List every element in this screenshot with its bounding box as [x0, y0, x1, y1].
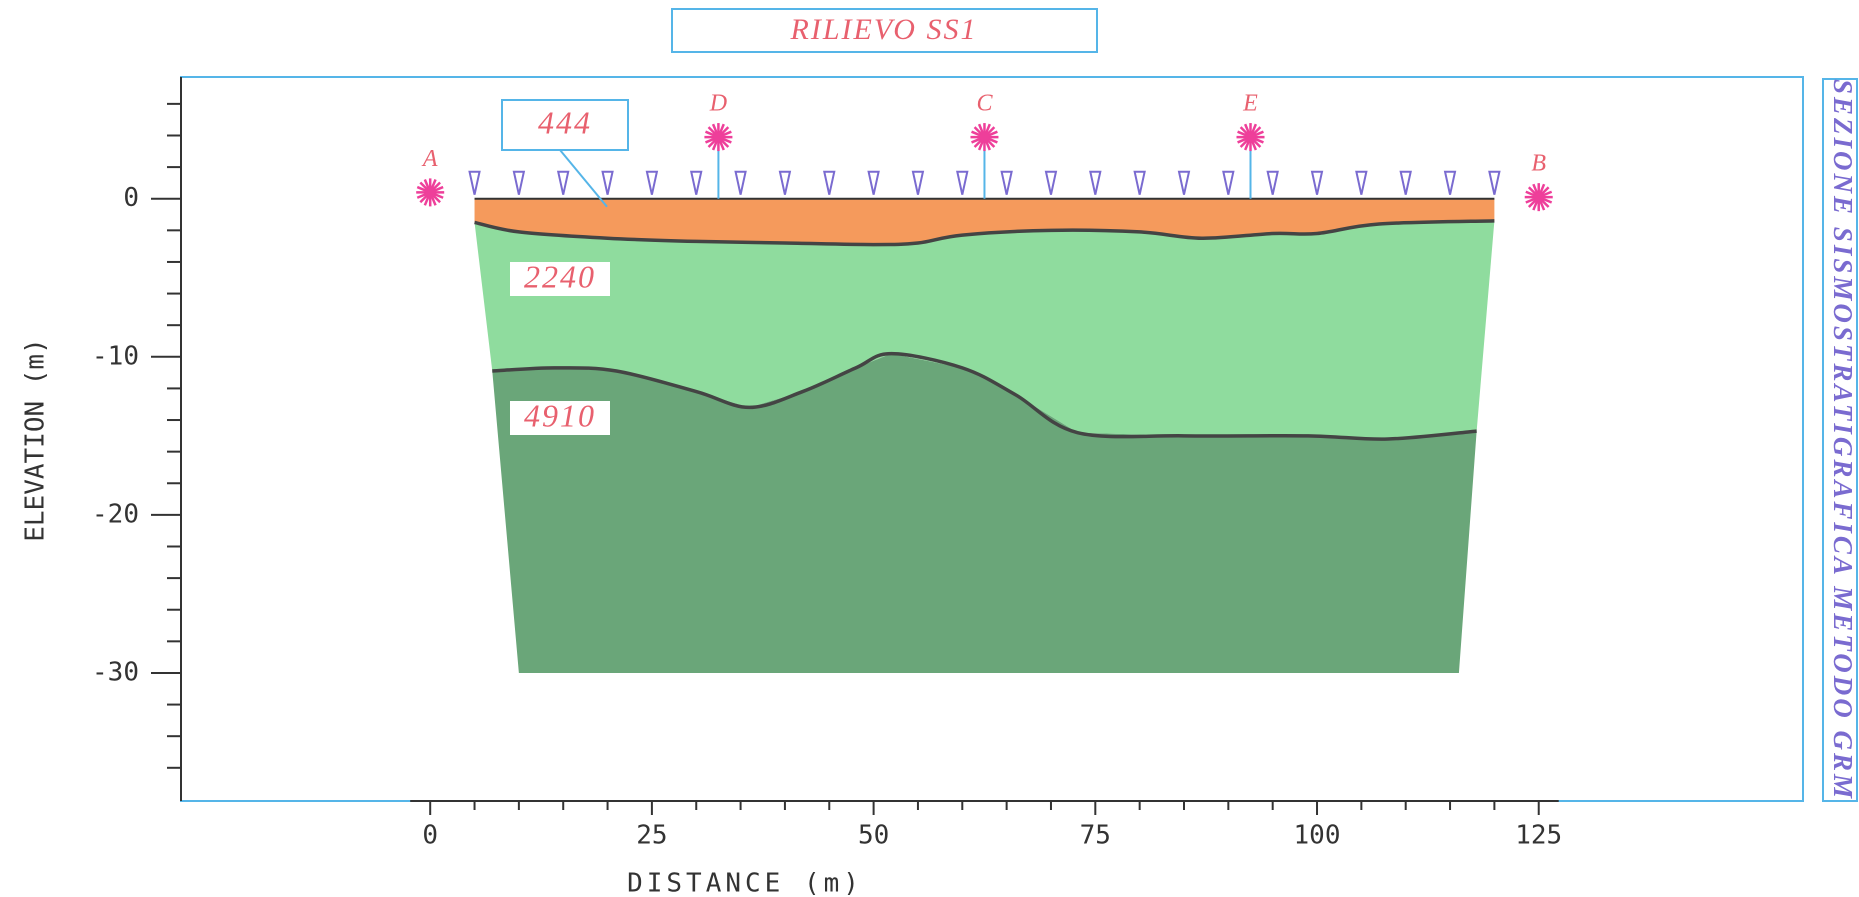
chart-title: RILIEVO SS1	[790, 13, 978, 46]
shot-point	[416, 178, 444, 206]
chart: RILIEVO SS1 SEZIONE SISMOSTRATIGRAFICA M…	[0, 0, 1859, 897]
shot-point	[1525, 183, 1553, 211]
shot-core	[425, 187, 435, 197]
shot-point	[970, 123, 998, 151]
geophone	[558, 172, 568, 195]
geophone	[1223, 172, 1233, 195]
x-tick-label: 25	[636, 821, 667, 851]
y-tick-label: -20	[92, 499, 139, 529]
geophone	[470, 172, 480, 195]
x-tick-label: 50	[858, 821, 889, 851]
geophone	[1046, 172, 1056, 195]
shot-core	[979, 132, 989, 142]
geophone	[913, 172, 923, 195]
geophone	[957, 172, 967, 195]
y-tick-label: 0	[123, 183, 139, 213]
velocity-label: 2240	[524, 258, 596, 294]
shot-core	[1246, 132, 1256, 142]
geophone	[1312, 172, 1322, 195]
shot-label: E	[1242, 91, 1258, 117]
geophone	[780, 172, 790, 195]
x-tick-label: 100	[1294, 821, 1341, 851]
shot-core	[713, 132, 723, 142]
shot-label: B	[1531, 151, 1546, 177]
x-tick-label: 125	[1515, 821, 1562, 851]
shot-point	[1237, 123, 1265, 151]
shot-label: A	[421, 146, 438, 172]
geophone	[603, 172, 613, 195]
y-tick-label: -30	[92, 657, 139, 687]
geophone	[1002, 172, 1012, 195]
geophone	[1090, 172, 1100, 195]
x-tick-label: 0	[422, 821, 438, 851]
geophone	[514, 172, 524, 195]
velocity-label: 4910	[524, 397, 596, 433]
x-axis-label: DISTANCE (m)	[627, 869, 863, 897]
shot-label: C	[976, 91, 993, 117]
y-tick-label: -10	[92, 341, 139, 371]
shot-core	[1534, 192, 1544, 202]
velocity-label: 444	[538, 104, 592, 140]
geophone	[824, 172, 834, 195]
side-title: SEZIONE SISMOSTRATIGRAFICA METODO GRM	[1828, 79, 1858, 801]
geophone	[1135, 172, 1145, 195]
y-axis-label: ELEVATION (m)	[21, 338, 51, 542]
geophone	[1356, 172, 1366, 195]
geophone	[1268, 172, 1278, 195]
geophone	[1489, 172, 1499, 195]
shot-point	[704, 123, 732, 151]
geophone	[1401, 172, 1411, 195]
shot-label: D	[709, 91, 727, 117]
geophone	[869, 172, 879, 195]
geophone	[1445, 172, 1455, 195]
x-tick-label: 75	[1080, 821, 1111, 851]
geophone	[736, 172, 746, 195]
geophone	[691, 172, 701, 195]
geophone	[647, 172, 657, 195]
geophone	[1179, 172, 1189, 195]
